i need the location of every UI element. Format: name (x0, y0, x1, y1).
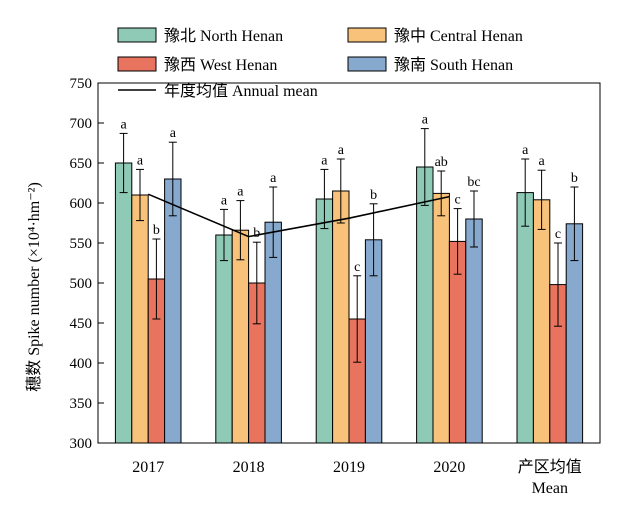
bar (215, 234, 233, 444)
significance-letter: a (170, 126, 177, 141)
significance-letter: a (522, 143, 529, 158)
bar (332, 190, 350, 444)
significance-letter: b (571, 171, 578, 186)
y-tick-label: 400 (70, 356, 93, 372)
significance-letter: ab (435, 155, 448, 170)
y-tick-label: 500 (70, 276, 93, 292)
bar (465, 218, 483, 444)
significance-letter: a (422, 113, 429, 128)
plot-border (97, 82, 601, 444)
legend: 豫北 North Henan 豫中 Central Henan 豫西 West He… (117, 27, 523, 100)
significance-letter: b (153, 223, 160, 238)
significance-letter: b (253, 226, 260, 241)
legend-label: 豫北 North Henan (164, 27, 283, 45)
y-tick-label: 600 (70, 196, 93, 212)
significance-letter: a (137, 153, 144, 168)
legend-label: 年度均值 Annual mean (164, 82, 318, 100)
significance-letter: bc (467, 175, 480, 190)
x-tick-sublabel: Mean (532, 480, 568, 497)
legend-swatch (117, 27, 157, 43)
y-tick-label: 450 (70, 316, 93, 332)
bar (114, 162, 133, 444)
significance-letter: b (370, 188, 377, 203)
significance-letter: a (338, 143, 345, 158)
y-tick-label: 650 (70, 156, 93, 172)
legend-swatch (347, 56, 387, 72)
annual-mean-line (147, 193, 450, 238)
bar (516, 192, 534, 444)
bar (164, 178, 182, 444)
bar (315, 198, 334, 444)
y-tick-label: 750 (70, 76, 93, 92)
significance-letter: a (270, 171, 277, 186)
significance-letter: c (555, 227, 561, 242)
significance-letter: a (221, 193, 228, 208)
significance-letter: a (321, 153, 328, 168)
y-tick-label: 550 (70, 236, 93, 252)
plot-frame (97, 82, 601, 444)
legend-swatch (347, 27, 387, 43)
y-axis: 300 350 400 450 500 550 600 650 700 750 (70, 76, 104, 452)
y-axis-label: 穗数 Spike number (×10⁴·hm⁻²) (25, 182, 43, 392)
legend-swatch (117, 56, 157, 72)
y-tick-label: 300 (70, 436, 93, 452)
x-axis: 2017 2018 2019 2020 产区均值 Mean (132, 458, 582, 497)
bar (416, 166, 434, 444)
legend-label: 豫西 West Henan (164, 56, 277, 74)
significance-letter: c (454, 193, 460, 208)
significance-letter: a (120, 117, 127, 132)
x-tick-label: 2017 (132, 459, 164, 476)
bar (432, 192, 450, 444)
significance-letter: a (538, 154, 545, 169)
bar (231, 229, 250, 444)
legend-label: 豫中 Central Henan (394, 27, 523, 45)
x-tick-label: 2020 (433, 459, 465, 476)
x-tick-label: 产区均值 (518, 458, 582, 476)
annual-mean-line-group (147, 193, 450, 238)
significance-letter: a (237, 185, 244, 200)
y-tick-label: 350 (70, 396, 93, 412)
bar (131, 194, 149, 444)
bar (532, 199, 551, 444)
x-tick-label: 2018 (233, 459, 265, 476)
legend-label: 豫南 South Henan (394, 56, 513, 74)
x-tick-label: 2019 (333, 459, 365, 476)
y-tick-label: 700 (70, 116, 93, 132)
significance-letter: c (354, 260, 360, 275)
